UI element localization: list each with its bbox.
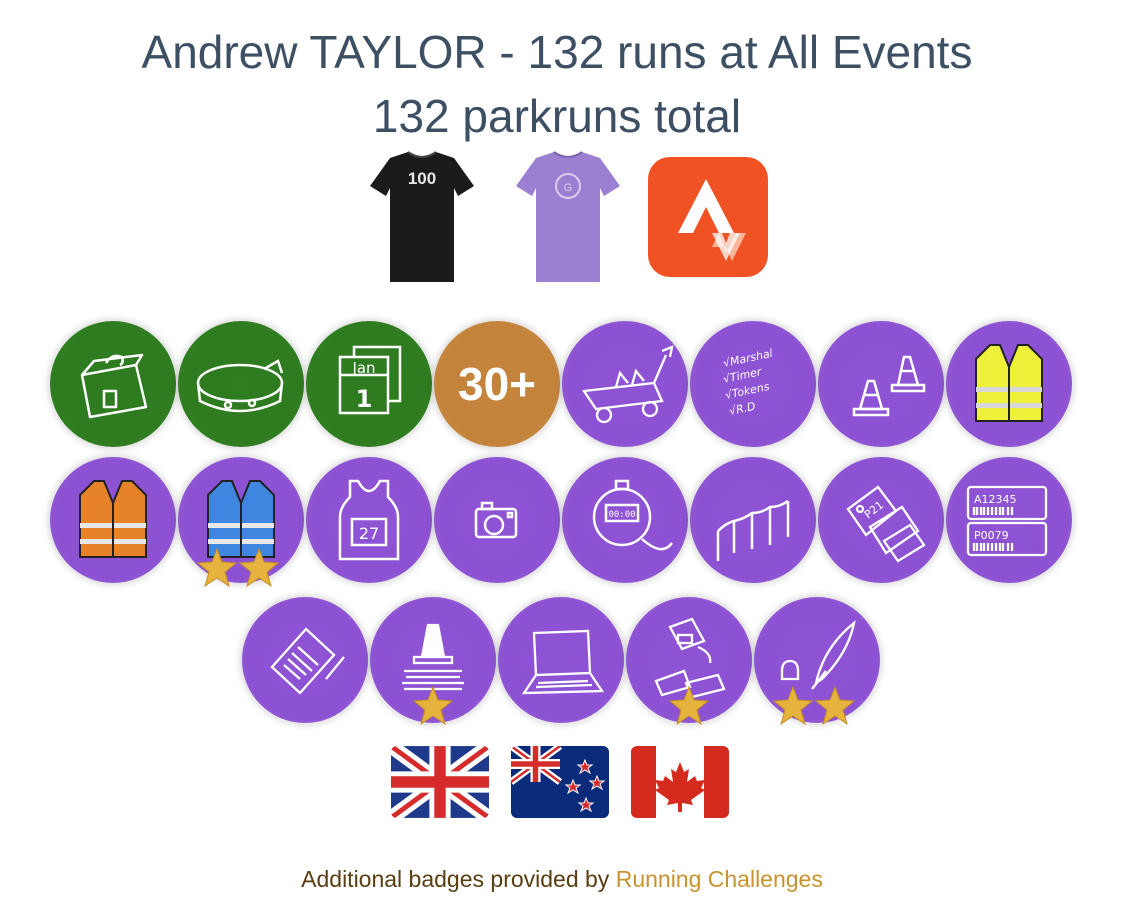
30-plus-badge-icon[interactable]: 30+ [434, 321, 560, 447]
scanner-badge-icon[interactable] [626, 597, 752, 726]
cones-badge-icon[interactable] [818, 321, 944, 447]
star-icon [814, 685, 856, 726]
camera-badge-icon[interactable] [434, 457, 560, 583]
cone-stack-badge-icon[interactable] [370, 597, 496, 726]
stopwatch-badge-icon[interactable]: 00:00 [562, 457, 688, 583]
star-icon [668, 685, 710, 726]
calendar-jan-1-badge-icon[interactable]: Jan 1 [306, 321, 432, 447]
footer-prefix: Additional badges provided by [301, 866, 616, 892]
clipboard-badge-icon[interactable] [242, 597, 368, 723]
svg-text:Jan: Jan [351, 359, 375, 377]
barcode-badge-icon[interactable]: A12345 P0079 [946, 457, 1072, 583]
running-challenges-link[interactable]: Running Challenges [615, 866, 823, 892]
finish-tokens-badge-icon[interactable]: P21 [818, 457, 944, 583]
quill-pen-badge-icon[interactable] [754, 597, 880, 726]
checklist-badge-icon[interactable]: √Marshal √Timer √Tokens √R.D [690, 321, 816, 447]
uk-flag-icon[interactable] [391, 746, 489, 818]
orange-vest-badge-icon[interactable] [50, 457, 176, 583]
blue-vest-badge-icon[interactable] [178, 457, 304, 588]
star-icon [238, 547, 280, 588]
bag-tag-badge-icon[interactable] [50, 321, 176, 447]
two-stars-rating [196, 547, 280, 589]
svg-text:00:00: 00:00 [608, 510, 635, 520]
star-icon [196, 547, 238, 588]
footer-credit: Additional badges provided by Running Ch… [0, 866, 1124, 893]
svg-text:G: G [564, 182, 573, 194]
page-title: Andrew TAYLOR - 132 runs at All Events [141, 26, 973, 78]
race-bib-badge-icon[interactable]: 27 [306, 457, 432, 583]
finish-funnel-badge-icon[interactable] [690, 457, 816, 583]
one-star-rating [668, 685, 710, 727]
svg-text:100: 100 [408, 169, 436, 188]
star-icon [772, 685, 814, 726]
strava-icon[interactable] [648, 157, 768, 277]
trolley-badge-icon[interactable] [562, 321, 688, 447]
yellow-vest-badge-icon[interactable] [946, 321, 1072, 447]
page-subtitle: 132 parkruns total [372, 90, 742, 142]
canada-flag-icon[interactable] [631, 746, 729, 818]
star-icon [412, 685, 454, 726]
nz-flag-icon[interactable] [511, 746, 609, 818]
purple-volunteer-shirt-icon[interactable]: G [508, 150, 628, 286]
laptop-badge-icon[interactable] [498, 597, 624, 723]
two-stars-rating [772, 685, 856, 727]
svg-text:√Marshal: √Marshal [722, 347, 774, 370]
one-star-rating [412, 685, 454, 727]
svg-text:1: 1 [356, 385, 373, 413]
svg-text:A12345: A12345 [974, 493, 1017, 506]
svg-text:P0079: P0079 [974, 529, 1009, 542]
black-100-shirt-icon[interactable]: 100 [362, 150, 482, 286]
svg-text:27: 27 [359, 524, 379, 543]
wristband-badge-icon[interactable] [178, 321, 304, 447]
svg-text:√R.D: √R.D [728, 400, 757, 418]
